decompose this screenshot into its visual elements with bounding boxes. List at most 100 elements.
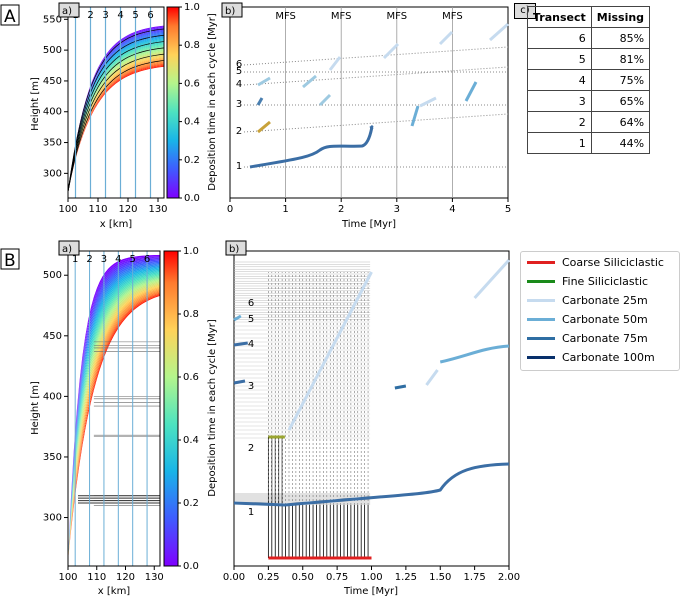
x-tick-label: 1.00 bbox=[360, 572, 382, 583]
transect-segment bbox=[394, 384, 407, 390]
colorbar-tick-label: 0.8 bbox=[183, 309, 199, 320]
x-tick-label: 4 bbox=[449, 204, 455, 215]
transect-segment bbox=[439, 344, 510, 364]
panel-B-label: B bbox=[0, 248, 20, 271]
mfs-label: MFS bbox=[275, 11, 296, 22]
colorbar-tick-label: 0.6 bbox=[183, 372, 199, 383]
transect-label: 1 bbox=[248, 507, 254, 518]
transect-cell: 4 bbox=[527, 69, 592, 91]
horizon-line bbox=[67, 47, 165, 192]
transect-label: 5 bbox=[248, 314, 254, 325]
xlabel-A-b: Time [Myr] bbox=[341, 219, 396, 230]
colorbar-tick-label: 0.6 bbox=[184, 78, 200, 89]
legend-label: Carbonate 25m bbox=[562, 293, 648, 307]
transect-label: 5 bbox=[132, 10, 138, 21]
transect-label: 1 bbox=[72, 254, 78, 265]
horizon-line bbox=[67, 34, 165, 192]
legend-entry: Carbonate 50m bbox=[527, 310, 679, 328]
transect-segment bbox=[438, 30, 454, 46]
sediment-fill-B bbox=[68, 254, 160, 560]
table-header-missing: Missing bbox=[590, 6, 651, 28]
xlabel-B-b: Time [Myr] bbox=[343, 586, 398, 597]
colorbar-B: 0.0 0.2 0.4 0.6 0.8 1.0 Deposition time in ea… bbox=[163, 246, 218, 572]
sublabel-A-a: a) bbox=[62, 6, 72, 17]
ylabel-B-a: Height [m] bbox=[30, 381, 41, 435]
transect-label: 1 bbox=[236, 161, 242, 172]
transect-segment bbox=[318, 93, 332, 107]
table-row: 4 75% bbox=[527, 69, 651, 91]
x-tick-label: 120 bbox=[116, 572, 135, 583]
transect-3-start bbox=[233, 379, 246, 385]
legend-swatch bbox=[527, 260, 555, 264]
sublabel-A-b: b) bbox=[225, 6, 235, 17]
missing-cell: 44% bbox=[590, 132, 651, 154]
y-tick-label: 550 bbox=[43, 14, 62, 25]
carbonate-ramp bbox=[287, 271, 373, 431]
transect-label: 3 bbox=[248, 381, 254, 392]
table-row: 1 44% bbox=[527, 132, 651, 154]
table-row: 3 65% bbox=[527, 90, 651, 112]
transect-label: 3 bbox=[236, 99, 242, 110]
svg-text:A: A bbox=[4, 7, 16, 27]
transect-label: 5 bbox=[236, 66, 242, 77]
transect-segment bbox=[257, 76, 271, 87]
svg-text:B: B bbox=[4, 251, 16, 271]
sublabel-box-A-b bbox=[221, 2, 243, 18]
y-tick-label: 450 bbox=[43, 76, 62, 87]
colorbar-tick-label: 0.2 bbox=[183, 498, 199, 509]
legend-entry: Carbonate 75m bbox=[527, 329, 679, 347]
mfs-lines-A: MFS MFS MFS MFS bbox=[275, 7, 463, 198]
legend-entry: Carbonate 25m bbox=[527, 291, 679, 309]
y-tick-label: 350 bbox=[43, 452, 62, 463]
sublabel-B-a: a) bbox=[62, 244, 72, 255]
colorbar-A: 0.0 0.2 0.4 0.6 0.8 1.0 Deposition time in ea… bbox=[166, 2, 218, 204]
x-tick-label: 0.25 bbox=[257, 572, 279, 583]
legend-entry: Carbonate 100m bbox=[527, 348, 679, 366]
x-tick-label: 3 bbox=[394, 204, 400, 215]
transect-label: 2 bbox=[87, 10, 93, 21]
plot-frame-B-a bbox=[67, 250, 161, 567]
transect-segment bbox=[302, 74, 317, 89]
hiatus-line bbox=[243, 66, 509, 86]
sublabel-B-b: b) bbox=[229, 244, 239, 255]
mfs-label: MFS bbox=[442, 11, 463, 22]
missing-cell: 65% bbox=[590, 90, 651, 112]
missing-cell: 75% bbox=[590, 69, 651, 91]
transect-cell: 5 bbox=[527, 48, 592, 70]
transect-1-curve bbox=[249, 125, 374, 169]
y-tick-label: 450 bbox=[43, 331, 62, 342]
transect-label: 6 bbox=[147, 10, 153, 21]
legend-swatch bbox=[527, 336, 555, 340]
x-tick-label: 0.00 bbox=[223, 572, 245, 583]
x-tick-label: 110 bbox=[87, 572, 106, 583]
horizon-line bbox=[67, 28, 165, 192]
legend-entry: Coarse Siliciclastic bbox=[527, 253, 679, 271]
panel-A-label: A bbox=[0, 4, 20, 27]
axis-ticks-A-b: 0 1 2 3 4 5 bbox=[227, 198, 511, 215]
transect-4-start bbox=[233, 341, 248, 347]
y-tick-label: 300 bbox=[43, 513, 62, 524]
y-tick-label: 500 bbox=[43, 45, 62, 56]
transect-label: 2 bbox=[86, 254, 92, 265]
horizon-line bbox=[67, 60, 165, 192]
legend-label: Carbonate 75m bbox=[562, 331, 648, 345]
transect-curves-B: 1 2 3 4 5 6 bbox=[233, 258, 511, 560]
x-tick-label: 1.25 bbox=[395, 572, 417, 583]
transect-5-start bbox=[233, 314, 242, 322]
sediment-band bbox=[68, 269, 160, 560]
colorbar-tick-label: 0.0 bbox=[184, 193, 200, 204]
y-tick-label: 400 bbox=[43, 391, 62, 402]
legend-entry: Fine Siliciclastic bbox=[527, 272, 679, 290]
chart-B-b: 1 2 3 4 5 6 0.00 0.25 0.50 0.75 1.00 1.25 1.50 1.75 2… bbox=[223, 240, 520, 597]
transect-cell: 6 bbox=[527, 27, 592, 49]
horizon-line bbox=[67, 41, 165, 192]
mfs-label: MFS bbox=[387, 11, 408, 22]
table-row: 2 64% bbox=[527, 111, 651, 133]
xlabel-A-a: x [km] bbox=[100, 219, 133, 230]
horizon-line bbox=[67, 53, 165, 192]
transect-1-tail bbox=[369, 125, 374, 130]
